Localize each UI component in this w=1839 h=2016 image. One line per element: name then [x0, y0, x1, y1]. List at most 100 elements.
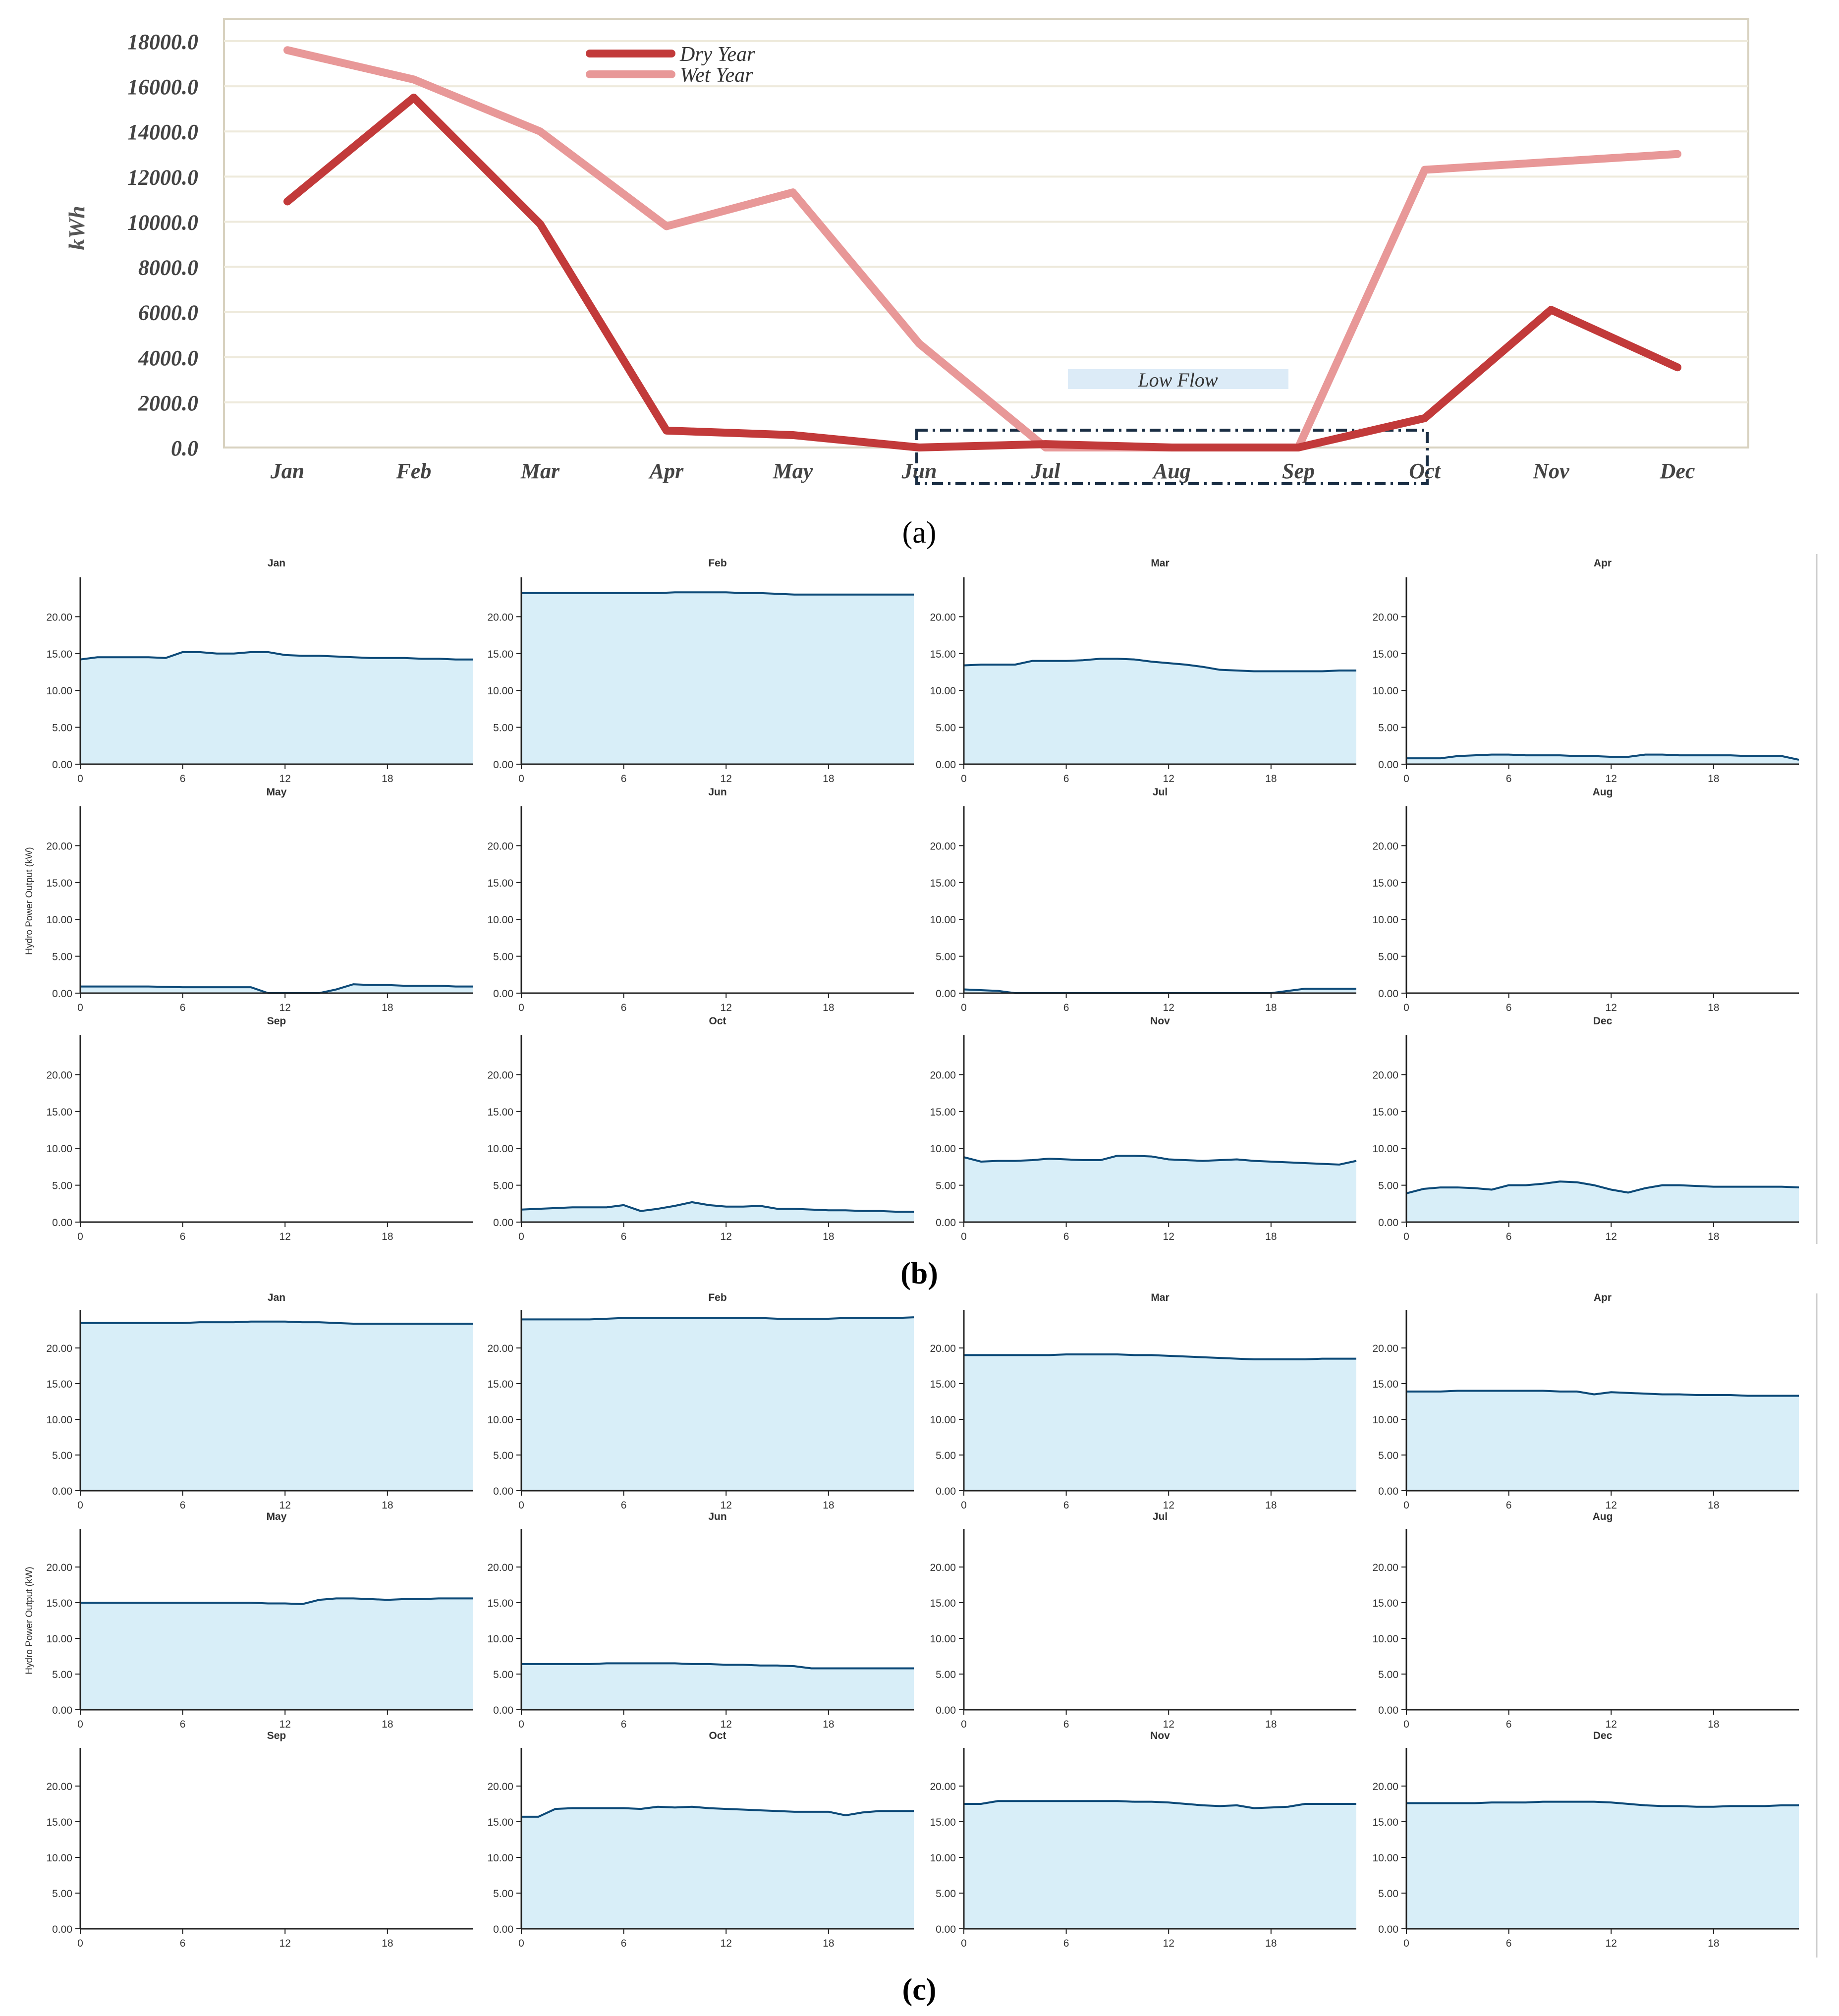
subplot-title: Feb [708, 558, 726, 569]
x-tick-label: 18 [382, 1500, 393, 1511]
x-tick-label: Apr [648, 459, 684, 483]
y-tick-label: 15.00 [930, 1379, 956, 1390]
subplot-area [521, 592, 914, 764]
y-tick-label: 20.00 [930, 1562, 956, 1573]
x-tick-label: 0 [1403, 1938, 1409, 1949]
y-tick-label: 10.00 [930, 685, 956, 697]
y-tick-label: 15.00 [1372, 878, 1398, 889]
x-tick-label: 6 [1063, 773, 1069, 784]
series-line-dry-year [283, 93, 1681, 451]
subplot-line [1406, 753, 1799, 761]
y-tick-label: 0.00 [1378, 988, 1398, 1000]
x-tick-label: 6 [621, 1719, 627, 1730]
subplot-line [1406, 1390, 1799, 1397]
y-tick-label: 15.00 [930, 649, 956, 660]
y-tick-label: 10.00 [930, 1633, 956, 1645]
x-tick-label: 18 [382, 1231, 393, 1242]
subplot-area [964, 659, 1356, 764]
y-tick-label: 15.00 [46, 1107, 72, 1118]
x-tick-label: 12 [1606, 1938, 1617, 1949]
y-tick-label: 0.00 [1378, 1705, 1398, 1716]
x-tick-label: 6 [1063, 1002, 1069, 1013]
y-tick-label: 0.00 [493, 988, 513, 1000]
x-tick-label: 12 [721, 773, 732, 784]
subplot-title: May [267, 1511, 287, 1522]
x-tick-label: 12 [1163, 1938, 1174, 1949]
x-tick-label: 0 [77, 1002, 83, 1013]
y-tick-label: 15.00 [487, 1817, 513, 1828]
x-tick-label: Mar [520, 459, 560, 483]
y-tick-label: 5.00 [52, 1669, 72, 1680]
y-tick-label: 20.00 [487, 1069, 513, 1081]
y-tick-label: 5.00 [1378, 1450, 1398, 1461]
x-tick-label: 0 [518, 1719, 524, 1730]
y-tick-label: 10.00 [1372, 1143, 1398, 1155]
y-tick-label: 15.00 [930, 1598, 956, 1609]
y-tick-label: 5.00 [493, 1180, 513, 1192]
y-tick-label: 15.00 [46, 1598, 72, 1609]
x-tick-label: 6 [621, 1002, 627, 1013]
x-tick-label: 0 [518, 1938, 524, 1949]
y-tick-label: 0.00 [52, 1705, 72, 1716]
y-tick-label: 10.00 [487, 1414, 513, 1426]
panel-b-small-multiples: Jan 0.00 5.00 10.00 15.00 20.00 0 6 12 18 Feb 0.00 5… [24, 554, 1818, 1244]
x-tick-label: 18 [1708, 773, 1719, 784]
y-tick-label: 0.00 [52, 759, 72, 771]
y-tick-label: 0.00 [52, 1486, 72, 1497]
x-tick-label: 18 [823, 1719, 834, 1730]
x-tick-label: 6 [1506, 1719, 1512, 1730]
y-tick-label: 20.00 [1372, 840, 1398, 852]
y-tick-label: 10.00 [487, 914, 513, 926]
subplot-title: Dec [1593, 1730, 1613, 1741]
x-tick-label: 18 [1265, 773, 1277, 784]
x-tick-label: 0 [518, 1002, 524, 1013]
y-tick-label: 15.00 [930, 878, 956, 889]
x-tick-label: 0 [518, 773, 524, 784]
x-tick-label: Jun [901, 459, 937, 483]
y-axis-label: kWh [64, 206, 89, 250]
x-tick-label: 18 [1708, 1500, 1719, 1511]
x-tick-label: 0 [77, 773, 83, 784]
y-tick-label: 20.00 [930, 1069, 956, 1081]
x-tick-label: 12 [721, 1500, 732, 1511]
x-tick-label: 12 [1606, 1719, 1617, 1730]
subplot-area [1406, 754, 1799, 764]
subplot-area [521, 1202, 914, 1222]
y-tick-label: 5.00 [1378, 1888, 1398, 1900]
subplot-title: Nov [1150, 1730, 1170, 1741]
panel-c-small-multiples: Jan 0.00 5.00 10.00 15.00 20.00 0 6 12 18 Feb 0.00 5… [24, 1292, 1818, 1958]
subplot-line [1406, 1180, 1799, 1194]
y-tick-label: 18000.0 [127, 30, 198, 54]
y-tick-label: 0.00 [936, 1924, 956, 1935]
subplot-title: Aug [1593, 1511, 1613, 1522]
y-axis-label: Hydro Power Output (kW) [24, 847, 35, 955]
subplot-line [80, 1597, 473, 1605]
subplot-title: Jul [1153, 1511, 1168, 1522]
x-tick-label: 0 [518, 1500, 524, 1511]
x-tick-label: 18 [382, 773, 393, 784]
y-tick-label: 10.00 [46, 1633, 72, 1645]
x-tick-label: 18 [823, 1231, 834, 1242]
y-tick-label: 15.00 [487, 1598, 513, 1609]
y-tick-label: 20.00 [487, 1343, 513, 1354]
x-tick-label: 6 [1063, 1719, 1069, 1730]
y-tick-label: 10.00 [930, 914, 956, 926]
y-tick-label: 10000.0 [127, 210, 198, 234]
x-tick-label: 18 [823, 1002, 834, 1013]
y-tick-label: 5.00 [493, 952, 513, 963]
y-tick-label: 4000.0 [138, 346, 198, 370]
x-tick-label: 12 [279, 1002, 291, 1013]
x-tick-label: 0 [77, 1719, 83, 1730]
subplot-line [80, 651, 473, 661]
x-tick-label: 12 [1163, 1500, 1174, 1511]
x-tick-label: 18 [1265, 1002, 1277, 1013]
y-tick-label: 10.00 [1372, 914, 1398, 926]
y-tick-label: 20.00 [930, 1343, 956, 1354]
x-tick-label: 18 [1708, 1719, 1719, 1730]
x-tick-label: 6 [1506, 773, 1512, 784]
panel-a-line-chart: 0.0 2000.0 4000.0 6000.0 8000.0 10000.0 12000.… [64, 18, 1749, 485]
y-tick-label: 5.00 [1378, 1180, 1398, 1192]
y-tick-label: 15.00 [1372, 1817, 1398, 1828]
x-tick-label: Feb [396, 459, 432, 483]
x-tick-label: 0 [77, 1231, 83, 1242]
